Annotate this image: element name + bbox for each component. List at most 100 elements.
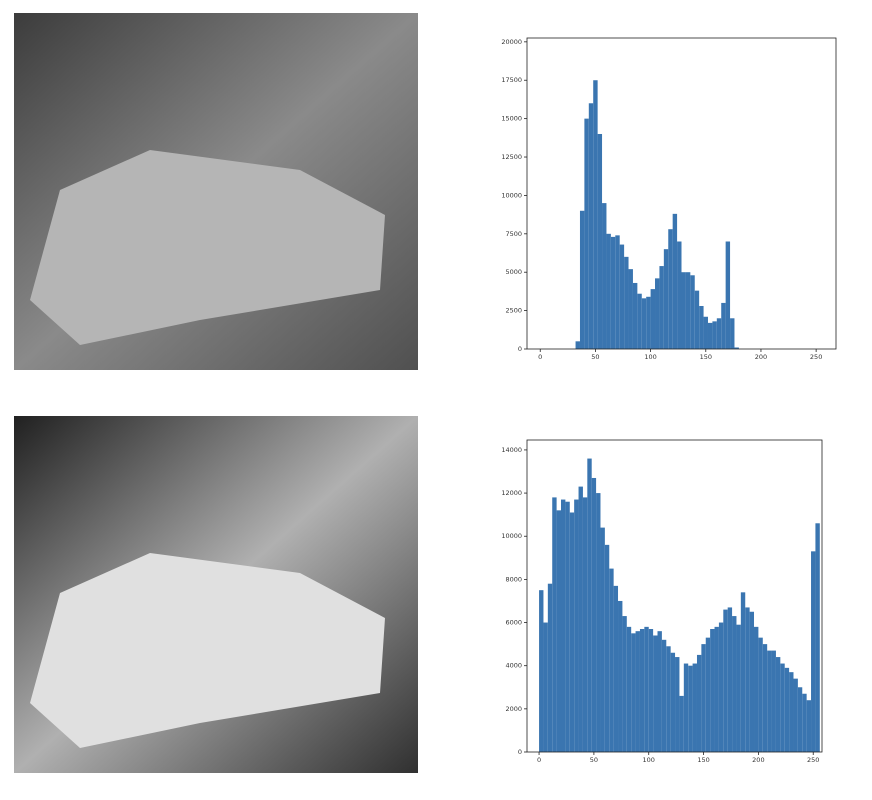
bar — [740, 592, 746, 752]
bar — [716, 318, 722, 349]
bar — [677, 241, 682, 349]
bar — [560, 499, 566, 752]
bar — [663, 249, 669, 349]
x-tick-label: 0 — [538, 353, 542, 361]
bar — [721, 302, 726, 349]
y-tick-label: 10000 — [501, 191, 522, 199]
bar — [610, 236, 616, 349]
bar — [690, 275, 695, 349]
bar — [655, 278, 660, 349]
bar — [609, 568, 614, 752]
bar — [646, 296, 651, 349]
x-tick-label: 100 — [643, 756, 655, 764]
bar — [604, 544, 610, 752]
y-tick-label: 20000 — [501, 38, 522, 46]
bar — [745, 607, 750, 752]
bar — [653, 635, 658, 752]
bar — [767, 650, 772, 752]
bar — [771, 650, 776, 752]
bar — [618, 600, 623, 752]
bar — [775, 657, 781, 752]
y-tick-label: 0 — [518, 748, 522, 756]
y-tick-label: 15000 — [501, 115, 522, 123]
bar — [584, 118, 589, 349]
bar — [758, 637, 763, 752]
bar — [668, 229, 673, 349]
bar — [694, 290, 700, 349]
bar — [696, 654, 702, 752]
bar — [797, 687, 803, 752]
bar — [789, 672, 794, 752]
bar — [582, 497, 588, 752]
bar — [793, 678, 798, 752]
bar — [688, 665, 693, 752]
bar — [552, 497, 557, 752]
x-tick-label: 200 — [752, 756, 764, 764]
bar — [650, 289, 656, 349]
bar — [619, 244, 625, 349]
bar — [569, 512, 575, 752]
bar — [670, 652, 676, 752]
bar — [732, 616, 737, 752]
bar — [606, 233, 611, 349]
bar — [727, 607, 733, 752]
bar — [565, 501, 570, 752]
bar — [596, 493, 601, 752]
bar — [574, 499, 579, 752]
bar — [637, 293, 642, 349]
bar — [692, 663, 697, 752]
bar — [622, 616, 627, 752]
y-tick-label: 7500 — [505, 230, 522, 238]
y-tick-label: 12500 — [501, 153, 522, 161]
x-tick-label: 100 — [644, 353, 656, 361]
bar — [710, 629, 715, 752]
bar — [718, 622, 724, 752]
bar — [602, 203, 607, 349]
bar — [734, 347, 739, 349]
bar — [685, 272, 691, 349]
y-tick-label: 4000 — [505, 662, 522, 670]
bar — [591, 477, 597, 752]
bar — [675, 657, 680, 752]
bar — [707, 322, 713, 349]
x-tick-label: 250 — [807, 756, 819, 764]
axes-frame — [526, 439, 823, 753]
bar — [730, 318, 735, 349]
bar — [639, 629, 645, 752]
y-tick-label: 2000 — [505, 705, 522, 713]
y-tick-label: 8000 — [505, 575, 522, 583]
x-tick-label: 50 — [590, 756, 598, 764]
bar — [802, 693, 807, 752]
x-tick-label: 150 — [697, 756, 709, 764]
bar — [666, 646, 671, 752]
bar — [712, 321, 717, 349]
bar — [624, 256, 629, 349]
bar — [681, 272, 686, 349]
bar — [723, 609, 728, 752]
x-tick-label: 250 — [810, 353, 822, 361]
bar — [657, 631, 662, 752]
bar — [543, 622, 548, 752]
bar — [578, 486, 583, 752]
bar — [631, 633, 636, 752]
bar — [784, 667, 790, 752]
y-tick-label: 2500 — [505, 307, 522, 315]
bar — [703, 316, 708, 349]
y-tick-label: 0 — [518, 345, 522, 353]
bar — [547, 583, 553, 752]
bar — [736, 624, 741, 752]
bar — [600, 527, 605, 752]
bar — [648, 629, 654, 752]
bar — [754, 626, 759, 752]
bar — [701, 644, 706, 752]
bar — [539, 590, 544, 752]
bar — [588, 103, 594, 349]
bar — [632, 282, 638, 349]
plots: 0 50 100 150 200 2500250050007500100001250015… — [501, 37, 837, 764]
bar — [593, 80, 598, 350]
y-tick-label: 14000 — [501, 446, 522, 454]
bar — [679, 695, 684, 752]
bar — [811, 551, 816, 752]
